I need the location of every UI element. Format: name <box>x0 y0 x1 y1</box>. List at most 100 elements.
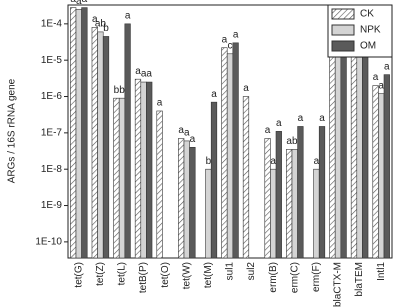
bar <box>291 149 298 259</box>
x-tick-label: tet(L) <box>117 262 128 285</box>
x-tick-label: erm(C) <box>289 262 300 293</box>
bar <box>297 126 304 259</box>
bar <box>113 97 120 259</box>
bar <box>226 53 234 259</box>
bar <box>189 147 196 259</box>
bar <box>124 23 131 259</box>
bar <box>340 48 347 259</box>
bar <box>350 55 358 259</box>
significance-letter: a <box>378 80 384 91</box>
y-tick-label: 1E-7 <box>41 128 63 139</box>
bar <box>356 57 363 259</box>
x-tick-label: tet(G) <box>73 262 84 288</box>
bar <box>313 168 320 259</box>
bar <box>118 97 126 259</box>
significance-letter: a <box>314 156 320 167</box>
significance-letter: a <box>135 66 141 77</box>
bar <box>75 9 82 259</box>
x-tick-label: tet(Z) <box>95 262 106 286</box>
bar <box>372 85 379 259</box>
significance-letter: a <box>190 134 196 145</box>
x-tick-label: tet(M) <box>203 262 214 288</box>
significance-letter: a <box>286 136 292 147</box>
x-tick-label: sul2 <box>246 262 257 281</box>
bar <box>232 42 239 259</box>
significance-letter: a <box>298 113 304 124</box>
significance-letter: a <box>211 89 217 100</box>
x-tick-label: tetB(P) <box>138 262 149 293</box>
y-tick-label: 1E-8 <box>41 164 63 175</box>
y-tick-label: 1E-9 <box>41 200 63 211</box>
x-tick-label: sul1 <box>225 262 236 281</box>
significance-letter: b <box>206 156 212 167</box>
bar <box>91 27 98 259</box>
legend-label: CK <box>360 9 374 20</box>
y-tick-label: 1E-5 <box>41 55 63 66</box>
bar <box>81 7 88 259</box>
legend-swatch <box>331 40 355 52</box>
significance-letter: a <box>265 125 271 136</box>
significance-letter: a <box>243 83 249 94</box>
significance-letter: a <box>125 10 131 21</box>
significance-letter: ab <box>95 19 107 30</box>
significance-letter: b <box>119 85 125 96</box>
y-tick-label: 1E-10 <box>35 237 62 248</box>
bar <box>140 81 147 259</box>
significance-letter: a <box>146 69 152 80</box>
bar <box>383 74 390 259</box>
significance-letter: a <box>384 61 390 72</box>
x-tick-label: Intl1 <box>376 262 387 281</box>
significance-letter: a <box>233 29 239 40</box>
significance-letter: c <box>228 40 233 51</box>
significance-letter: a <box>70 0 76 5</box>
bar <box>334 48 342 259</box>
significance-letter: a <box>270 156 276 167</box>
x-tick-label: tet(O) <box>160 262 171 288</box>
bar <box>205 168 212 259</box>
significance-letter: b <box>103 23 109 34</box>
legend-label: OM <box>360 41 376 52</box>
x-tick-label: blaTEM <box>354 262 365 296</box>
bar <box>70 7 77 259</box>
bar <box>102 36 110 259</box>
bar <box>221 47 228 259</box>
significance-letter: a <box>276 118 282 129</box>
bar <box>318 126 326 259</box>
bar <box>178 138 185 259</box>
significance-letter: a <box>141 69 147 80</box>
bar <box>97 31 104 259</box>
bar <box>210 101 218 259</box>
bar <box>242 96 250 259</box>
significance-letter: b <box>114 85 120 96</box>
significance-letter: a <box>82 0 88 5</box>
significance-letter: a <box>373 72 379 83</box>
bar <box>362 54 369 259</box>
significance-letter: a <box>76 0 82 7</box>
y-tick-label: 1E-6 <box>41 91 63 102</box>
y-axis-label: ARGs / 16S rRNA gene <box>7 78 18 183</box>
bar <box>156 110 163 259</box>
bar <box>270 168 277 259</box>
bar <box>275 131 282 259</box>
bar <box>378 93 385 259</box>
significance-letter: a <box>92 14 98 25</box>
bar <box>329 40 336 259</box>
y-tick-label: 1E-4 <box>41 18 63 29</box>
legend-label: NPK <box>360 25 381 36</box>
bar <box>134 78 142 259</box>
x-tick-label: blaCTX-M <box>333 262 344 307</box>
significance-letter: a <box>222 34 228 45</box>
significance-letter: a <box>319 113 325 124</box>
legend-swatch <box>331 24 355 36</box>
significance-letter: a <box>184 128 190 139</box>
x-tick-label: tet(W) <box>181 262 192 289</box>
bar <box>286 149 293 259</box>
significance-letter: a <box>178 125 184 136</box>
legend-swatch <box>331 8 355 20</box>
x-tick-label: erm(B) <box>268 262 279 293</box>
x-tick-label: erm(F) <box>311 262 322 292</box>
bar <box>146 81 153 259</box>
bar <box>183 140 190 259</box>
significance-letter: b <box>292 136 298 147</box>
